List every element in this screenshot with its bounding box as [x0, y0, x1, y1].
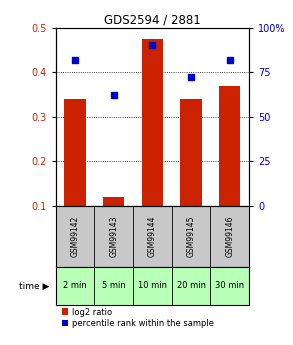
Text: 5 min: 5 min	[102, 282, 126, 290]
Point	[73, 57, 77, 62]
Point	[227, 57, 232, 62]
Text: 30 min: 30 min	[215, 282, 244, 290]
Text: 20 min: 20 min	[177, 282, 205, 290]
Point	[150, 43, 155, 48]
Bar	[64, 99, 86, 206]
Text: GSM99145: GSM99145	[187, 216, 195, 257]
Text: GSM99144: GSM99144	[148, 216, 157, 257]
Point	[189, 75, 193, 80]
Bar	[103, 197, 124, 206]
Text: time ▶: time ▶	[20, 282, 50, 290]
Bar	[219, 86, 240, 206]
Text: GSM99146: GSM99146	[225, 216, 234, 257]
Title: GDS2594 / 2881: GDS2594 / 2881	[104, 13, 201, 27]
Text: GSM99143: GSM99143	[109, 216, 118, 257]
Bar	[180, 99, 202, 206]
Text: 2 min: 2 min	[63, 282, 87, 290]
Text: GSM99142: GSM99142	[71, 216, 79, 257]
Point	[111, 92, 116, 98]
Legend: log2 ratio, percentile rank within the sample: log2 ratio, percentile rank within the s…	[62, 307, 214, 328]
Bar	[142, 39, 163, 206]
Text: 10 min: 10 min	[138, 282, 167, 290]
